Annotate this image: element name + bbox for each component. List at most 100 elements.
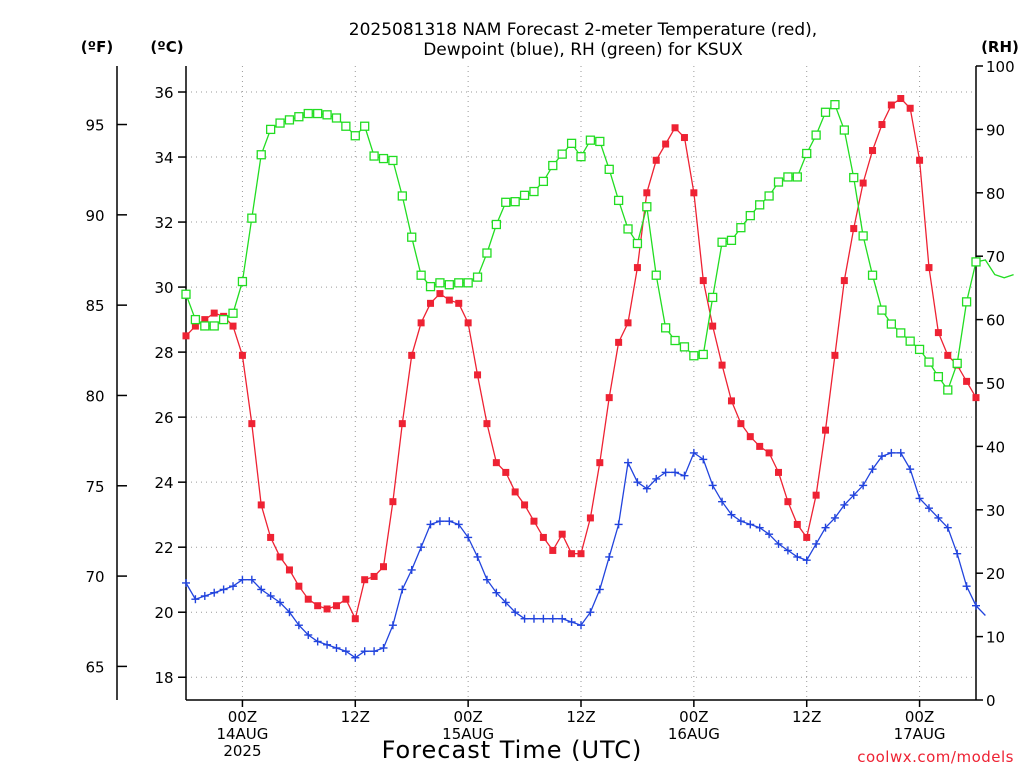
data-point (793, 520, 801, 528)
celsius-tick-label: 22 (154, 539, 173, 557)
data-point (181, 289, 191, 299)
data-point (963, 377, 971, 385)
data-point (717, 237, 727, 247)
data-point (351, 653, 360, 662)
chart-title-line-2: Dewpoint (blue), RH (green) for KSUX (423, 40, 743, 60)
data-point (614, 520, 623, 529)
data-point (624, 458, 633, 467)
data-point (549, 546, 557, 554)
data-point (351, 615, 359, 623)
data-point (727, 397, 735, 405)
data-point (397, 191, 407, 201)
data-point (962, 582, 971, 591)
data-point (568, 550, 576, 558)
data-point (191, 322, 199, 330)
data-point (822, 426, 830, 434)
data-point (558, 614, 567, 623)
data-point (577, 550, 585, 558)
data-point (924, 357, 934, 367)
data-point (219, 585, 228, 594)
data-point (887, 101, 895, 109)
data-point (718, 361, 726, 369)
data-point (812, 539, 821, 548)
data-point (783, 172, 793, 182)
data-point (474, 371, 482, 379)
data-point (416, 270, 426, 280)
data-point (182, 578, 190, 587)
data-point (811, 130, 821, 140)
data-point (445, 517, 454, 526)
data-point (652, 156, 660, 164)
data-point (519, 190, 530, 200)
rh-tick-label: 50 (986, 375, 1005, 393)
data-point (878, 121, 886, 129)
data-point (803, 533, 811, 541)
data-point (660, 323, 671, 333)
series-line (185, 451, 986, 659)
data-point (867, 270, 878, 280)
x-tick-label: 00Z (228, 708, 257, 726)
data-point (201, 316, 209, 324)
data-point (464, 533, 473, 542)
data-point (323, 605, 331, 613)
data-point (454, 278, 464, 288)
celsius-tick-label: 18 (154, 669, 173, 687)
data-point (746, 433, 754, 441)
data-point (483, 420, 491, 428)
data-point (830, 513, 839, 522)
data-point (539, 533, 547, 541)
data-point (257, 585, 266, 594)
rh-tick-label: 70 (986, 248, 1005, 266)
data-point (388, 155, 398, 166)
data-point (765, 530, 774, 539)
celsius-axis-unit: (ºC) (150, 38, 183, 56)
data-point (445, 296, 453, 304)
data-point (380, 563, 387, 571)
x-tick-label: 12Z (341, 708, 370, 726)
data-point (802, 148, 812, 159)
data-point (775, 468, 782, 476)
data-point (652, 474, 661, 483)
data-point (971, 257, 981, 267)
data-point (435, 517, 444, 526)
data-point (802, 556, 811, 565)
data-point (538, 176, 549, 187)
data-point (952, 358, 962, 368)
data-point (699, 455, 708, 464)
data-point (906, 465, 915, 474)
data-point (492, 588, 501, 597)
data-point (915, 494, 924, 503)
data-point (859, 481, 868, 490)
data-point (858, 231, 868, 241)
data-point (756, 442, 764, 450)
data-point (557, 149, 567, 159)
data-point (378, 153, 389, 164)
data-point (548, 614, 557, 623)
data-point (914, 344, 925, 355)
data-point (972, 394, 980, 402)
rh-tick-label: 20 (986, 565, 1005, 583)
data-point (840, 500, 849, 509)
data-point (651, 270, 661, 280)
fahrenheit-axis-unit: (ºF) (81, 38, 113, 56)
data-point (784, 498, 792, 506)
data-point (247, 575, 256, 584)
data-point (210, 309, 218, 317)
celsius-tick-label: 28 (154, 344, 173, 362)
data-point (389, 498, 397, 506)
data-point (896, 448, 905, 457)
data-point (746, 520, 755, 529)
data-point (510, 197, 520, 207)
data-point (765, 449, 773, 457)
data-point (671, 124, 679, 132)
data-point (332, 602, 340, 610)
data-point (436, 290, 444, 298)
x-tick-label: 00Z (905, 708, 934, 726)
data-point (943, 523, 952, 532)
data-point (596, 459, 604, 467)
data-point (482, 248, 492, 258)
data-point (521, 501, 529, 509)
data-point (755, 200, 765, 210)
data-point (839, 125, 849, 135)
